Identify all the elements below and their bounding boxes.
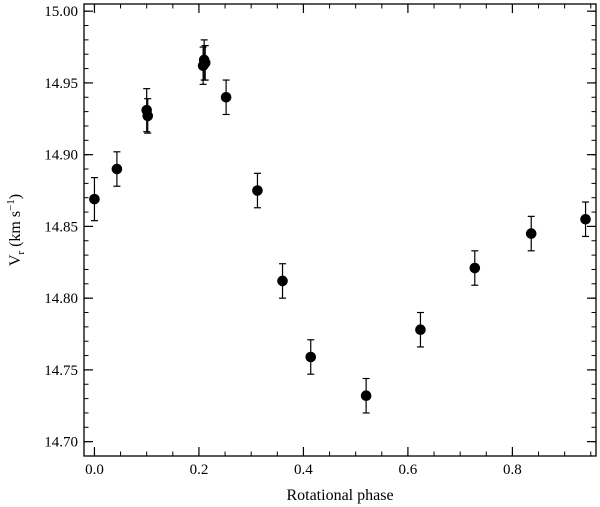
data-point xyxy=(415,311,426,348)
data-marker xyxy=(220,91,232,103)
y-tick-label: 14.90 xyxy=(44,148,78,164)
data-marker xyxy=(360,390,372,402)
y-axis-label-unit-sup: −1 xyxy=(5,199,17,211)
data-point xyxy=(141,88,152,133)
x-tick-label: 0.2 xyxy=(190,462,209,478)
y-tick-label: 14.85 xyxy=(44,219,78,235)
data-point xyxy=(142,98,154,134)
y-axis-label-unit-close: ) xyxy=(7,194,24,199)
plot-frame xyxy=(83,3,597,457)
y-tick-label: 15.00 xyxy=(44,4,78,20)
axis-ticks xyxy=(84,4,596,457)
data-point xyxy=(89,177,100,222)
x-axis-label: Rotational phase xyxy=(286,487,393,504)
data-marker xyxy=(305,351,317,363)
axis-tick-labels: 0.0 0.2 0.4 0.6 0.8 14.70 14.75 14.80 14.85 14.90… xyxy=(44,4,522,478)
y-tick-label: 14.70 xyxy=(44,435,78,451)
data-marker xyxy=(469,262,481,274)
y-axis-label-main: V xyxy=(7,254,24,266)
data-point xyxy=(580,201,591,238)
data-point xyxy=(111,151,123,187)
data-point xyxy=(525,215,537,252)
data-point xyxy=(305,339,317,375)
data-point xyxy=(469,250,481,286)
y-tick-label: 14.95 xyxy=(44,76,78,92)
data-marker xyxy=(525,228,537,239)
data-marker xyxy=(580,213,591,225)
data-marker xyxy=(142,110,154,122)
data-marker xyxy=(252,185,263,196)
x-tick-label: 0.8 xyxy=(503,462,522,478)
data-marker xyxy=(199,57,211,69)
data-marker xyxy=(111,163,123,175)
y-axis-label: Vr (km s−1) xyxy=(5,194,27,266)
data-marker xyxy=(415,324,426,336)
data-point xyxy=(199,45,211,81)
data-points xyxy=(89,39,591,414)
x-tick-label: 0.4 xyxy=(294,462,313,478)
x-tick-label: 0.0 xyxy=(85,462,104,478)
data-point xyxy=(220,79,232,116)
data-point xyxy=(360,377,372,414)
x-tick-label: 0.6 xyxy=(399,462,418,478)
y-tick-label: 14.80 xyxy=(44,291,78,307)
data-point xyxy=(277,263,288,299)
data-marker xyxy=(89,193,100,205)
data-marker xyxy=(277,275,288,287)
y-axis-label-unit: (km s xyxy=(7,211,24,251)
y-tick-label: 14.75 xyxy=(44,363,78,379)
data-point xyxy=(252,172,263,209)
y-axis-label-sub: r xyxy=(15,251,27,255)
